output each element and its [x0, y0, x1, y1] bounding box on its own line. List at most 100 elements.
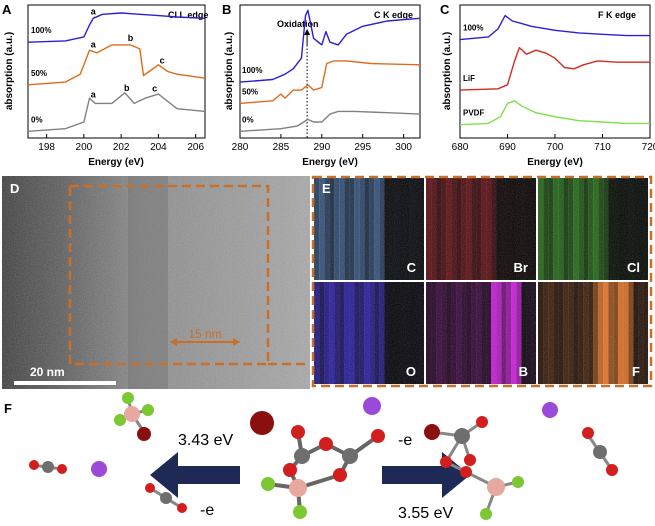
- thickness-arrow-left-head: [170, 338, 177, 346]
- boron-atom: [289, 479, 307, 497]
- lithium-atom: [91, 461, 107, 477]
- series-label: 100%: [31, 26, 51, 35]
- oxygen-atom: [440, 456, 452, 468]
- series-line-100pct: [27, 12, 206, 43]
- x-tick-label: 198: [38, 142, 55, 153]
- edx-frame: [311, 175, 653, 388]
- boron-atom: [124, 406, 140, 422]
- panel-b-plot: C K edge absorption (a.u.) Energy (eV) O…: [224, 4, 421, 168]
- peak-label: a: [91, 90, 97, 100]
- oxygen-atom: [476, 416, 488, 428]
- right-electron-label: -e: [398, 432, 412, 449]
- edx-map-noise: [314, 282, 424, 384]
- right-energy-label: 3.55 eV: [398, 505, 453, 522]
- y-axis-label-c: absorption (a.u.): [442, 32, 453, 110]
- series-c: [459, 14, 650, 126]
- edx-map-f: F: [538, 282, 649, 384]
- fluorine-atom: [293, 505, 307, 519]
- panel-label-d: D: [10, 181, 19, 196]
- x-tick-label: 280: [232, 142, 249, 153]
- edx-element-label: Br: [514, 260, 528, 275]
- chart-title-a: Cl L edge: [168, 10, 208, 20]
- edx-element-label: B: [519, 364, 528, 379]
- carbon-atom: [593, 445, 607, 459]
- edx-map-cl: Cl: [538, 178, 649, 280]
- panel-a: A Cl L edge absorption (a.u.) Energy (eV…: [2, 2, 208, 168]
- series-labels-b: 100% 50% 0%: [242, 66, 262, 124]
- edx-map-c: C: [314, 178, 424, 280]
- panel-f: F 3.43 eV -e: [4, 392, 618, 522]
- oxidation-arrow-head: [304, 29, 311, 35]
- oxygen-atom: [371, 429, 385, 443]
- x-tick-label: 720: [642, 142, 655, 153]
- x-tick-label: 290: [313, 142, 330, 153]
- chart-title-b: C K edge: [374, 10, 413, 20]
- oxygen-atom: [145, 483, 155, 493]
- x-tick-label: 285: [273, 142, 290, 153]
- central-molecule: [261, 425, 385, 519]
- panel-e: C Br Cl O B F E: [310, 175, 655, 388]
- edx-map-b: B: [426, 282, 537, 384]
- carbon-atom: [342, 448, 358, 464]
- series-label: PVDF: [463, 109, 484, 118]
- tem-region-box: [68, 184, 270, 366]
- fluorine-atom: [114, 414, 126, 426]
- peak-label: b: [128, 33, 134, 43]
- co2-molecule-bottom: [145, 483, 187, 513]
- oxygen-atom: [319, 437, 333, 451]
- x-axis-label-b: Energy (eV): [302, 157, 358, 168]
- edx-map-noise: [314, 178, 424, 280]
- fluorine-atom: [512, 476, 524, 488]
- oxygen-atom: [283, 463, 297, 477]
- edx-element-label: O: [406, 364, 416, 379]
- series-line-50pct: [27, 44, 206, 86]
- edx-map-br: Br: [426, 178, 536, 280]
- peak-annotations-a: a a b c a b c: [91, 6, 165, 99]
- oxygen-atom: [177, 503, 187, 513]
- series-a: [27, 12, 206, 132]
- edx-map-noise: [426, 178, 536, 280]
- carbon-atom: [160, 492, 172, 504]
- y-axis-label-a: absorption (a.u.): [4, 32, 15, 110]
- edx-map-noise: [426, 282, 536, 384]
- series-label: 100%: [242, 66, 262, 75]
- series-line-0pct: [27, 92, 206, 132]
- x-tick-label: 202: [113, 142, 130, 153]
- scale-bar-label: 20 nm: [30, 365, 65, 379]
- bf2-fragment: [114, 392, 154, 441]
- edx-element-label: Cl: [627, 260, 640, 275]
- x-tick-label: 690: [499, 142, 516, 153]
- series-label: 50%: [242, 87, 258, 96]
- panel-label-a: A: [2, 2, 12, 17]
- series-label: 0%: [242, 115, 254, 124]
- panel-label-f: F: [4, 401, 12, 416]
- series-label: 50%: [31, 69, 47, 78]
- left-energy-label: 3.43 eV: [178, 432, 233, 449]
- panel-b: B C K edge absorption (a.u.) Energy (eV)…: [222, 2, 421, 168]
- series-line-lif: [459, 46, 650, 91]
- boron-atom: [487, 478, 505, 496]
- lithium-atom: [542, 402, 558, 418]
- oxygen-atom: [333, 468, 347, 482]
- series-line-100pct: [459, 14, 650, 41]
- x-tick-label: 700: [547, 142, 564, 153]
- oxygen-atom: [291, 425, 305, 439]
- panel-label-c: C: [440, 2, 450, 17]
- chart-title-c: F K edge: [598, 10, 636, 20]
- carbon-atom: [42, 461, 54, 473]
- co2-molecule-left: [29, 460, 67, 474]
- oxygen-atom: [57, 464, 67, 474]
- oxygen-atom: [582, 427, 594, 439]
- series-label: LiF: [463, 74, 475, 83]
- peak-label: b: [124, 83, 130, 93]
- x-tick-label: 710: [594, 142, 611, 153]
- carbon-atom: [454, 428, 470, 444]
- peak-label: c: [160, 56, 165, 66]
- left-electron-label: -e: [200, 502, 214, 519]
- x-tick-label: 680: [452, 142, 469, 153]
- x-tick-label: 204: [150, 142, 167, 153]
- panel-c: C F K edge absorption (a.u.) Energy (eV)…: [440, 2, 655, 168]
- peak-label: a: [91, 6, 97, 16]
- panel-label-b: B: [222, 2, 231, 17]
- carbon-atom: [294, 448, 310, 464]
